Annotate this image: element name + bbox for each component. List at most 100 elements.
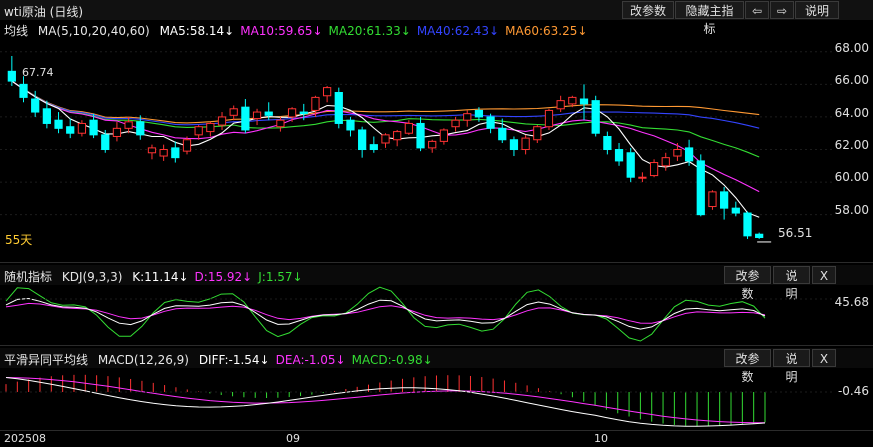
- candle: [720, 191, 729, 209]
- candle: [276, 119, 285, 128]
- panel-divider: [0, 345, 873, 346]
- kdj-value: D:15.92↓: [194, 270, 253, 284]
- x-label-aug: 202508: [4, 432, 46, 445]
- candle: [521, 137, 530, 151]
- help-button[interactable]: 说明: [795, 1, 839, 19]
- macd-value: DEA:-1.05↓: [275, 353, 346, 367]
- candle: [509, 139, 519, 151]
- kdj-params: KDJ(9,3,3): [61, 270, 123, 284]
- y-tick-60: 60.00: [834, 170, 869, 184]
- candle: [346, 119, 355, 131]
- kdj-label: 随机指标: [4, 270, 53, 284]
- macd-help-button[interactable]: 说明: [773, 349, 810, 384]
- kdj-y-tick: 45.68: [834, 295, 869, 309]
- panel-divider: [0, 262, 873, 263]
- candle: [486, 116, 495, 129]
- macd-change-params-button[interactable]: 改参数: [724, 349, 771, 384]
- candle: [404, 122, 413, 134]
- chart-title: wti原油 (日线): [4, 5, 84, 19]
- kdj-value: J:1.57↓: [258, 270, 303, 284]
- ma-label: 均线: [4, 24, 29, 38]
- next-arrow-icon[interactable]: ⇨: [770, 1, 794, 19]
- candle: [19, 83, 28, 98]
- candle: [241, 106, 250, 131]
- candle: [626, 152, 635, 178]
- ma40-line: [11, 80, 760, 129]
- y-tick-64: 64.00: [834, 106, 869, 120]
- candle: [743, 212, 752, 237]
- candle: [112, 127, 122, 137]
- candle: [299, 111, 308, 115]
- change-params-button[interactable]: 改参数: [622, 1, 674, 19]
- d-line: [5, 302, 766, 324]
- x-label-sep: 09: [286, 432, 300, 445]
- candle: [182, 139, 192, 152]
- candle: [696, 160, 705, 216]
- candle: [194, 126, 203, 136]
- ma60-line: [11, 80, 760, 124]
- kdj-help-button[interactable]: 说明: [773, 266, 810, 301]
- ma-params: MA(5,10,20,40,60): [37, 24, 150, 38]
- candle: [369, 144, 378, 151]
- candle: [334, 92, 343, 124]
- low-price-label: 56.51: [778, 226, 813, 240]
- candle: [171, 147, 180, 159]
- kdj-value: K:11.14↓: [132, 270, 189, 284]
- candle: [498, 127, 507, 141]
- macd-y-tick: -0.46: [837, 384, 869, 398]
- candle: [147, 147, 157, 154]
- candle: [54, 119, 63, 129]
- dea-line: [5, 377, 765, 424]
- candle: [673, 149, 682, 157]
- candle: [393, 131, 402, 141]
- prev-arrow-icon[interactable]: ⇦: [745, 1, 769, 19]
- candle: [463, 113, 472, 121]
- candle: [252, 111, 262, 120]
- kdj-chart[interactable]: [0, 285, 873, 342]
- candle: [358, 129, 367, 151]
- kdj-title-bar: 随机指标 KDJ(9,3,3) K:11.14↓ D:15.92↓ J:1.57↓ …: [0, 265, 873, 301]
- candle: [603, 135, 612, 151]
- macd-chart[interactable]: [0, 368, 873, 430]
- macd-title-bar: 平滑异同平均线 MACD(12,26,9) DIFF:-1.54↓ DEA:-1.…: [0, 348, 873, 384]
- candle: [416, 122, 425, 149]
- candle: [474, 109, 484, 118]
- candle: [124, 121, 133, 129]
- kdj-change-params-button[interactable]: 改参数: [724, 266, 771, 301]
- ma-value: MA60:63.25↓: [505, 24, 588, 38]
- candle: [579, 98, 589, 105]
- y-tick-62: 62.00: [834, 138, 869, 152]
- candle: [544, 109, 554, 128]
- candle: [101, 134, 110, 151]
- candle: [381, 134, 390, 144]
- candle: [7, 70, 16, 82]
- macd-close-icon[interactable]: X: [812, 349, 836, 367]
- price-chart[interactable]: [0, 38, 873, 250]
- ma-value: MA40:62.43↓: [416, 24, 500, 38]
- candle: [206, 122, 215, 133]
- candle: [568, 96, 577, 105]
- ma-value: MA5:58.14↓: [159, 24, 235, 38]
- candle: [89, 119, 98, 136]
- candle: [708, 191, 717, 208]
- candle: [755, 233, 764, 238]
- candle: [533, 126, 542, 141]
- candle: [264, 111, 273, 116]
- candle: [77, 122, 87, 134]
- kdj-close-icon[interactable]: X: [812, 266, 836, 284]
- candle: [684, 147, 694, 162]
- hide-main-indicator-button[interactable]: 隐藏主指标: [675, 1, 744, 36]
- diff-line: [5, 377, 766, 427]
- k-line: [5, 297, 766, 330]
- candle: [66, 126, 75, 134]
- macd-value: DIFF:-1.54↓: [198, 353, 270, 367]
- macd-label: 平滑异同平均线: [4, 353, 89, 367]
- candle: [439, 129, 449, 142]
- macd-value: MACD:-0.98↓: [351, 353, 433, 367]
- candle: [31, 98, 40, 113]
- candle: [229, 108, 238, 116]
- candle: [136, 121, 145, 136]
- ma-legend: 均线 MA(5,10,20,40,60) MA5:58.14↓ MA10:59.6…: [0, 20, 873, 38]
- candle: [591, 100, 600, 134]
- y-tick-58: 58.00: [834, 203, 869, 217]
